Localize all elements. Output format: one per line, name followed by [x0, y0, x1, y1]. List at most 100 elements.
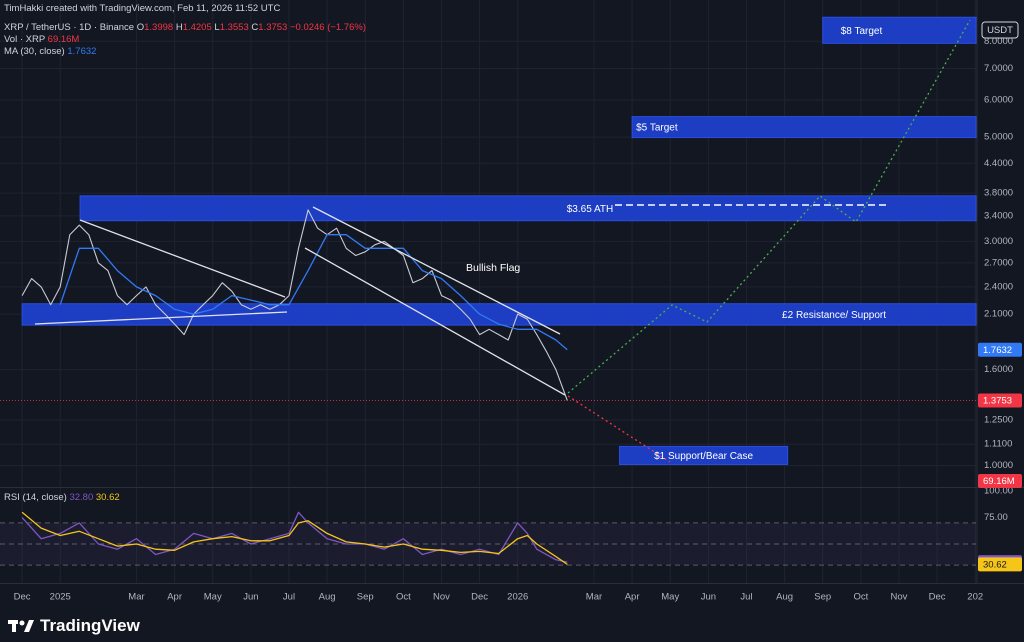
x-tick-label: Jul	[740, 592, 752, 603]
y-tick-label: 4.4000	[984, 158, 1013, 169]
currency-box	[981, 21, 1019, 39]
series-line	[21, 511, 568, 565]
x-tick-label: Jun	[701, 592, 716, 603]
x-tick-label: Nov	[891, 592, 908, 603]
volume-value: 69.16M	[47, 34, 80, 45]
rsi-title: RSI (14, close)	[4, 492, 67, 503]
y-tick-label: 2.4000	[984, 281, 1013, 292]
axis-badge	[978, 342, 1022, 357]
ohlc-value: 1.3998	[144, 22, 174, 33]
change: −0.0246 (−1.76%)	[289, 22, 367, 33]
ohlc-key: O	[136, 22, 145, 33]
ohlc-value: 1.4205	[182, 22, 212, 33]
axis-badge-label: 30.62	[983, 559, 1007, 570]
x-tick-label: Oct	[396, 592, 411, 603]
y-tick-label: 3.4000	[984, 210, 1013, 221]
x-tick-label: May	[204, 592, 222, 603]
ma-title: MA (30, close)	[4, 46, 65, 57]
bear-projection	[567, 395, 671, 463]
zone-label: $8 Target	[841, 26, 883, 37]
series-line	[59, 234, 568, 351]
price-axis-bg	[977, 0, 1024, 608]
zone	[79, 195, 977, 222]
zone	[619, 445, 789, 465]
x-tick-label: Aug	[319, 592, 336, 603]
ohlc-key: L	[214, 22, 220, 33]
ohlc-key: H	[175, 22, 183, 33]
y-tick-label: 2.1000	[984, 309, 1013, 320]
ohlc: O1.3998 H1.4205 L1.3553 C1.3753	[137, 22, 290, 33]
y-tick-label: 6.0000	[984, 94, 1013, 105]
x-tick-label: May	[661, 592, 679, 603]
y-tick-label: 1.6000	[984, 364, 1013, 375]
currency: USDT	[987, 25, 1013, 36]
x-tick-label: Nov	[433, 592, 450, 603]
axis-badge-label: 1.3753	[983, 396, 1012, 407]
brand-name: TradingView	[40, 616, 140, 635]
annotation: Bullish Flag	[466, 262, 520, 274]
y-tick-label: 5.0000	[984, 132, 1013, 143]
rsi-tick-label: 75.00	[984, 512, 1008, 523]
rsi-tick-label: 100.00	[984, 486, 1013, 497]
zone	[21, 303, 977, 326]
series	[0, 209, 976, 565]
x-tick-label: Jun	[243, 592, 258, 603]
x-tick-label: Sep	[357, 592, 374, 603]
x-tick-label: Jul	[283, 592, 295, 603]
symbol-legend: XRP / TetherUS · 1D · Binance O1.3998 H1…	[4, 22, 366, 33]
zone	[631, 116, 977, 139]
axis-badge	[978, 474, 1022, 488]
axes: Dec 2025 Mar Apr May Jun Jul Aug Sep Oct Nov Dec 202…	[14, 36, 1022, 603]
y-tick-label: 8.0000	[984, 36, 1013, 47]
x-tick-label: Oct	[853, 592, 868, 603]
x-tick-label: Sep	[814, 592, 831, 603]
brand-logo	[8, 620, 34, 632]
ma-value: 1.7632	[67, 46, 97, 57]
credit: TimHakki created with TradingView.com, F…	[4, 3, 281, 14]
ohlc-key: C	[251, 22, 259, 33]
zones	[21, 16, 977, 465]
zone-label: $1 Support/Bear Case	[654, 451, 753, 462]
wedge-bottom	[34, 311, 288, 325]
flag-bottom	[304, 247, 566, 396]
x-tick-label: Mar	[586, 592, 602, 603]
zone-label: $3.65 ATH	[567, 204, 614, 215]
zone-label: $5 Target	[636, 123, 678, 134]
rsi-legend: RSI (14, close) 32.80 30.62	[4, 492, 120, 503]
ma-legend: MA (30, close) 1.7632	[4, 46, 96, 57]
axis-badge-label: 1.7632	[983, 345, 1012, 356]
x-tick-label: 2025	[50, 592, 71, 603]
x-tick-label: Aug	[776, 592, 793, 603]
brand: TradingView	[8, 612, 140, 640]
rsi-ma-value: 30.62	[95, 492, 120, 503]
y-tick-label: 3.8000	[984, 188, 1013, 199]
x-tick-label: Apr	[167, 592, 182, 603]
flag-top	[312, 206, 561, 335]
volume-title: Vol · XRP	[4, 34, 46, 45]
y-tick-label: 3.0000	[984, 236, 1013, 247]
x-tick-label: 2026	[507, 592, 528, 603]
zone	[822, 16, 977, 44]
axis-badge	[978, 557, 1022, 572]
x-tick-label: Mar	[128, 592, 144, 603]
ohlc-value: 1.3753	[258, 22, 288, 33]
x-tick-label: Dec	[14, 592, 31, 603]
axis-badge-label: 69.16M	[983, 476, 1015, 487]
x-tick-label: 202	[967, 592, 983, 603]
chart: $8 Target $5 Target $3.65 ATH £2 Resistance…	[0, 0, 1024, 608]
x-tick-label: Dec	[471, 592, 488, 603]
volume-legend: Vol · XRP 69.16M	[4, 34, 79, 45]
wedge-top	[79, 219, 286, 298]
symbol: XRP / TetherUS · 1D · Binance	[4, 22, 135, 33]
x-tick-label: Apr	[625, 592, 640, 603]
ohlc-value: 1.3553	[219, 22, 249, 33]
axis-badge	[978, 393, 1022, 408]
y-tick-label: 2.7000	[984, 257, 1013, 268]
labels: $8 Target $5 Target $3.65 ATH £2 Resistance…	[466, 26, 886, 462]
x-tick-label: Dec	[929, 592, 946, 603]
series-line	[21, 209, 568, 401]
y-tick-label: 1.2500	[984, 414, 1013, 425]
y-tick-label: 1.0000	[984, 460, 1013, 471]
y-tick-label: 7.0000	[984, 63, 1013, 74]
